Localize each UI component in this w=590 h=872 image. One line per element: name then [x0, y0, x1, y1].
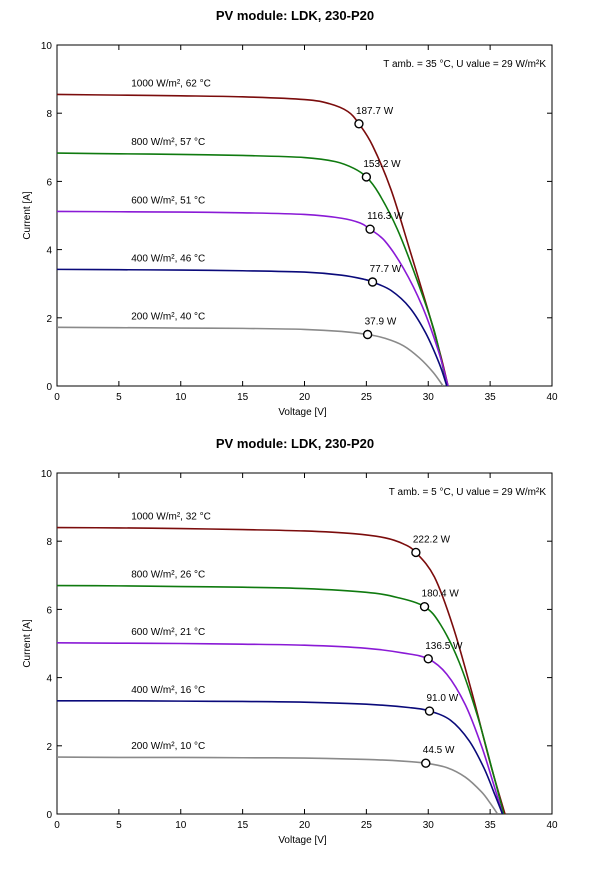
- y-tick-label: 0: [46, 382, 52, 393]
- y-axis-label: Current [A]: [22, 619, 33, 668]
- iv-curve-1: [57, 584, 505, 814]
- mpp-marker: [361, 172, 372, 182]
- iv-curve-4: [57, 756, 499, 814]
- mpp-power-label: 91.0 W: [426, 693, 458, 704]
- mpp-power-label: 153.2 W: [363, 159, 401, 170]
- series-label: 1000 W/m², 32 °C: [131, 512, 211, 523]
- x-tick-label: 5: [116, 820, 122, 831]
- series-label: 200 W/m², 40 °C: [131, 311, 205, 322]
- mpp-marker: [411, 547, 421, 558]
- series-label: 400 W/m², 46 °C: [131, 253, 205, 264]
- iv-curve-3: [57, 699, 504, 814]
- mpp-power-label: 77.7 W: [370, 264, 402, 275]
- mpp-power-label: 187.7 W: [356, 106, 394, 117]
- ambient-conditions: T amb. = 5 °C, U value = 29 W/m²K: [389, 487, 547, 498]
- chart-title: PV module: LDK, 230-P20: [216, 436, 374, 451]
- x-axis-label: Voltage [V]: [278, 407, 327, 418]
- mpp-marker: [419, 601, 430, 612]
- mpp-power-label: 136.5 W: [425, 641, 463, 652]
- x-tick-label: 30: [423, 820, 435, 831]
- mpp-power-label: 44.5 W: [423, 745, 455, 756]
- x-tick-label: 35: [485, 392, 497, 403]
- iv-curve-4: [57, 326, 444, 386]
- y-tick-label: 8: [46, 109, 52, 120]
- chart-svg: PV module: LDK, 230-P20 T amb. = 5 °C, U …: [22, 436, 558, 846]
- mpp-marker: [354, 119, 364, 129]
- mpp-marker: [367, 277, 378, 287]
- iv-curve-1: [57, 152, 448, 386]
- mpp-marker: [365, 224, 375, 234]
- x-tick-label: 15: [237, 820, 249, 831]
- mpp-power-label: 116.3 W: [367, 211, 404, 222]
- y-tick-label: 10: [41, 469, 53, 480]
- series-label: 800 W/m², 57 °C: [131, 137, 205, 148]
- iv-chart-35c: PV module: LDK, 230-P20 T amb. = 35 °C, U…: [0, 0, 590, 430]
- x-tick-label: 10: [175, 820, 187, 831]
- series-label: 800 W/m², 26 °C: [131, 570, 205, 581]
- y-tick-label: 6: [46, 605, 52, 616]
- y-tick-label: 0: [46, 810, 52, 821]
- mpp-marker: [423, 654, 433, 664]
- y-tick-label: 2: [46, 314, 52, 325]
- mpp-power-label: 37.9 W: [365, 317, 397, 328]
- mpp-power-label: 222.2 W: [413, 534, 451, 545]
- y-tick-label: 6: [46, 177, 52, 188]
- mpp-power-label: 180.4 W: [422, 589, 460, 600]
- mpp-marker: [421, 758, 431, 768]
- chart-title: PV module: LDK, 230-P20: [216, 8, 374, 23]
- x-tick-label: 15: [237, 392, 249, 403]
- iv-curve-2: [57, 642, 504, 814]
- x-tick-label: 5: [116, 392, 122, 403]
- x-tick-label: 30: [423, 392, 435, 403]
- x-tick-label: 0: [54, 820, 60, 831]
- y-axis-label: Current [A]: [22, 191, 33, 240]
- mpp-marker: [362, 329, 373, 340]
- x-tick-label: 0: [54, 392, 60, 403]
- series-label: 1000 W/m², 62 °C: [131, 78, 211, 89]
- x-tick-label: 25: [361, 392, 373, 403]
- series-label: 600 W/m², 21 °C: [131, 627, 205, 638]
- series-label: 400 W/m², 16 °C: [131, 685, 205, 696]
- y-tick-label: 4: [46, 246, 52, 257]
- ambient-conditions: T amb. = 35 °C, U value = 29 W/m²K: [383, 59, 546, 70]
- x-tick-label: 35: [485, 820, 497, 831]
- series-label: 600 W/m², 51 °C: [131, 195, 205, 206]
- series-label: 200 W/m², 10 °C: [131, 741, 205, 752]
- y-tick-label: 10: [41, 41, 53, 52]
- x-axis-label: Voltage [V]: [278, 835, 327, 846]
- iv-curve-3: [57, 268, 448, 386]
- iv-curve-2: [57, 210, 449, 386]
- x-tick-label: 40: [546, 392, 558, 403]
- plot-area: [56, 44, 553, 387]
- y-tick-label: 2: [46, 742, 52, 753]
- chart-svg: PV module: LDK, 230-P20 T amb. = 35 °C, U…: [22, 8, 558, 418]
- x-tick-label: 25: [361, 820, 373, 831]
- iv-chart-5c: PV module: LDK, 230-P20 T amb. = 5 °C, U …: [0, 428, 590, 858]
- iv-curve-0: [57, 526, 506, 814]
- y-tick-label: 4: [46, 674, 52, 685]
- x-tick-label: 40: [546, 820, 558, 831]
- mpp-marker: [424, 706, 435, 716]
- x-tick-label: 20: [299, 820, 311, 831]
- x-tick-label: 10: [175, 392, 187, 403]
- x-tick-label: 20: [299, 392, 311, 403]
- y-tick-label: 8: [46, 537, 52, 548]
